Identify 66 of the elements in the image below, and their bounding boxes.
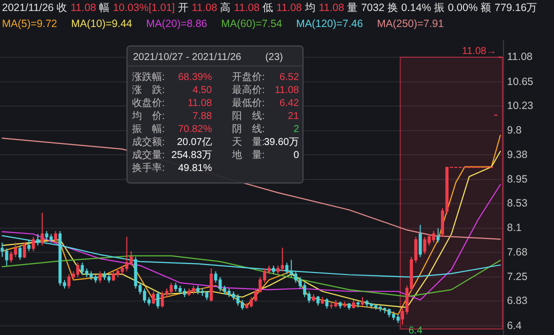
annotation: 均 价: [131,110,165,122]
candlestick [192,285,196,295]
annotation: 2 [293,124,300,135]
annotation: 0 [293,150,300,161]
annotation: 11.08 [274,85,300,96]
annotation: 最低价: [232,97,265,109]
annotation: 39.60万 [264,137,299,148]
y-tick-label: 9.8 [507,124,522,137]
annotation: 20.07亿 [176,137,212,148]
candlestick [418,224,422,258]
annotation: 11.08 [188,98,212,109]
line-series [2,235,501,278]
y-tick-label: 6.4 [507,320,522,332]
annotation: 振 幅: [132,123,165,135]
y-tick-label: 6.83 [507,295,528,308]
text: MA(20)=8.86 [146,18,208,30]
annotation: 阳 线: [232,110,265,122]
y-tick-label: 8.53 [507,198,528,210]
annotation: 2021/10/27 - 2021/11/26 [133,52,242,63]
candlestick [142,288,146,304]
annotation: 阴 线: [232,123,265,135]
y-tick-label: 11.08 [507,51,533,64]
candlestick [54,230,58,244]
annotation: 开盘价: [232,71,265,83]
annotation: 涨跌幅: [132,71,165,83]
annotation: 成交量: [132,149,165,161]
candlestick [40,212,44,246]
annotation: 天 量: [232,137,265,148]
y-tick-label: 9.38 [507,148,528,161]
annotation: 254.83万 [171,150,212,161]
y-tick-label: 8.1 [507,222,522,234]
y-tick-label: 8.95 [507,173,528,186]
annotation: (23) [265,52,283,63]
annotation: 68.39% [178,72,212,83]
y-tick-label: 7.68 [507,246,528,258]
candlestick [107,274,111,284]
line-series [2,184,501,301]
annotation: 7.88 [192,111,212,122]
annotation: 收盘价: [132,97,165,109]
candlestick [134,256,138,290]
annotation: 最高价: [232,84,265,96]
annotation: 6.42 [280,98,300,109]
annotation: 11.08→ [462,46,496,58]
text: MA(250)=7.91 [377,18,444,30]
text: MA(10)=9.44 [71,18,132,30]
annotation: 4.50 [192,85,212,96]
text: MA(60)=7.54 [221,18,282,30]
candlestick [156,290,160,310]
candlestick [0,242,4,258]
title: 2021/11/26 收 11.08 幅 10.03%[1.01] 开 11.08 高 11.08 低 11.08 均 11.08 量 7032 换 0.14% 振 0.00% 额 779.16万 [2,2,538,14]
annotation: 6.52 [280,72,300,83]
candlestick [76,262,80,278]
candlestick [280,247,284,272]
annotation: 成交额: [132,136,165,148]
annotation: 21 [288,111,300,122]
text: MA(120)=7.46 [296,18,364,30]
candlestick [18,244,22,260]
annotation: 涨 跌: [132,84,165,96]
annotation: 70.82% [178,124,212,135]
annotation: 49.81% [178,163,212,174]
annotation: 地 量: [231,149,265,161]
text: MA(5)=9.72 [2,18,58,30]
y-tick-label: 7.25 [507,271,528,284]
y-tick-label: 10.65 [507,76,534,88]
annotation: 换手率: [132,162,165,174]
y-tick-label: 10.23 [507,100,534,112]
